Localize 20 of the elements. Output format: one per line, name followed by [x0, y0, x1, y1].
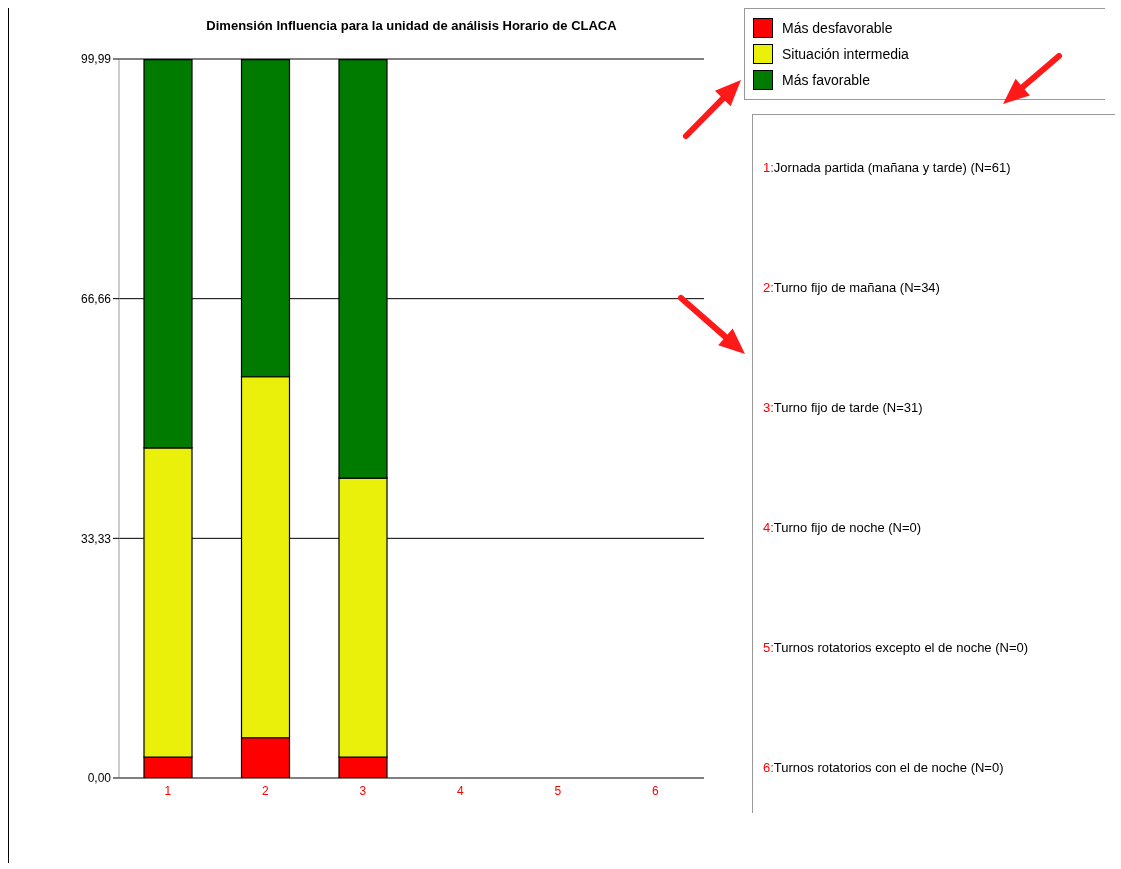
x-tick-label: 6 — [651, 783, 659, 798]
text: 1:Jornada partida (mañana y tarde) (N=61) — [763, 160, 1011, 175]
chart-title: Dimensión Influencia para la unidad de análisis Horario de CLACA — [205, 18, 618, 33]
y-tick-label: 99,99 — [80, 52, 112, 67]
text: 5:Turnos rotatorios excepto el de noche (N=0) — [763, 640, 1029, 655]
x-tick-label: 5 — [554, 783, 562, 798]
x-tick-label: 3 — [359, 783, 367, 798]
text: 2:Turno fijo de mañana (N=34) — [763, 280, 940, 295]
legend-label: Situación intermedia — [782, 46, 909, 62]
text: 3:Turno fijo de tarde (N=31) — [763, 400, 923, 415]
x-tick-label: 2 — [261, 783, 269, 798]
x-tick-label: 4 — [456, 783, 464, 798]
y-tick-label: 66,66 — [80, 291, 112, 306]
text: 4:Turno fijo de noche (N=0) — [763, 520, 922, 535]
text: 6:Turnos rotatorios con el de noche (N=0) — [763, 760, 1004, 775]
legend-label: Más desfavorable — [782, 20, 893, 36]
x-tick-label: 1 — [164, 783, 172, 798]
y-tick-label: 33,33 — [80, 531, 112, 546]
y-tick-label: 0,00 — [87, 771, 112, 786]
legend-label: Más favorable — [782, 72, 870, 88]
